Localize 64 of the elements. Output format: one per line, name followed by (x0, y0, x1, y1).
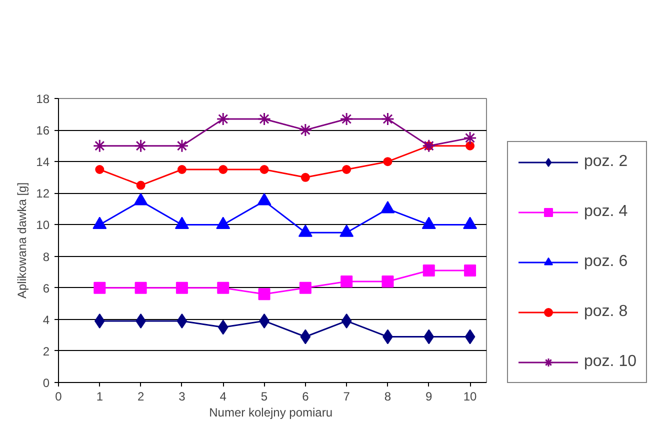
point (464, 329, 476, 344)
point (175, 139, 189, 153)
legend-label: poz. 6 (584, 253, 628, 271)
y-tick-label: 8 (42, 250, 50, 264)
point (258, 288, 270, 300)
point (299, 282, 312, 294)
x-tick-label: 0 (55, 390, 62, 404)
point (134, 282, 147, 294)
point (382, 276, 394, 288)
point (422, 264, 435, 276)
y-tick-label: 4 (42, 312, 50, 327)
point (95, 165, 104, 174)
point (94, 313, 105, 328)
point (92, 139, 106, 153)
point (340, 112, 354, 126)
x-tick-label: 4 (220, 390, 227, 404)
y-tick-label: 6 (42, 281, 50, 296)
point (383, 157, 392, 166)
y-tick-label: 0 (42, 376, 50, 390)
point (342, 165, 352, 174)
point (298, 123, 312, 137)
y-tick-label: 16 (36, 124, 50, 138)
point (218, 165, 228, 174)
y-tick-label: 2 (42, 344, 50, 358)
point (94, 282, 106, 294)
legend-label: poz. 2 (584, 153, 628, 171)
point (463, 131, 477, 145)
point (176, 313, 188, 328)
point (218, 320, 228, 335)
point (136, 180, 146, 190)
y-tick-label: 18 (36, 92, 50, 106)
point (258, 112, 272, 126)
x-tick-label: 1 (96, 390, 104, 404)
point (380, 112, 394, 126)
x-tick-label: 2 (137, 390, 144, 404)
x-tick-label: 8 (384, 390, 392, 404)
x-tick-label: 3 (178, 390, 186, 404)
point (176, 282, 188, 294)
point (217, 282, 230, 294)
x-tick-label: 10 (463, 390, 478, 404)
point (177, 165, 186, 174)
y-axis-title: Aplikowana dawka [g] (15, 182, 30, 299)
legend-label: poz. 8 (584, 303, 628, 321)
y-tick-label: 10 (36, 218, 50, 232)
point (216, 112, 230, 126)
point (260, 165, 269, 174)
point (300, 172, 310, 182)
point (340, 276, 353, 288)
point (466, 141, 475, 150)
point (464, 264, 476, 276)
x-tick-label: 7 (343, 390, 350, 404)
x-tick-label: 5 (260, 390, 268, 404)
y-tick-label: 14 (36, 155, 50, 170)
x-axis-title: Numer kolejny pomiaru (209, 406, 333, 420)
point (300, 329, 311, 344)
point (422, 139, 436, 153)
legend-label: poz. 10 (584, 353, 636, 371)
legend-label: poz. 4 (584, 203, 628, 221)
point (134, 139, 148, 153)
x-tick-label: 9 (426, 390, 433, 404)
point (424, 329, 434, 344)
point (341, 313, 352, 328)
y-tick-label: 12 (36, 186, 50, 201)
x-tick-label: 6 (302, 390, 310, 404)
